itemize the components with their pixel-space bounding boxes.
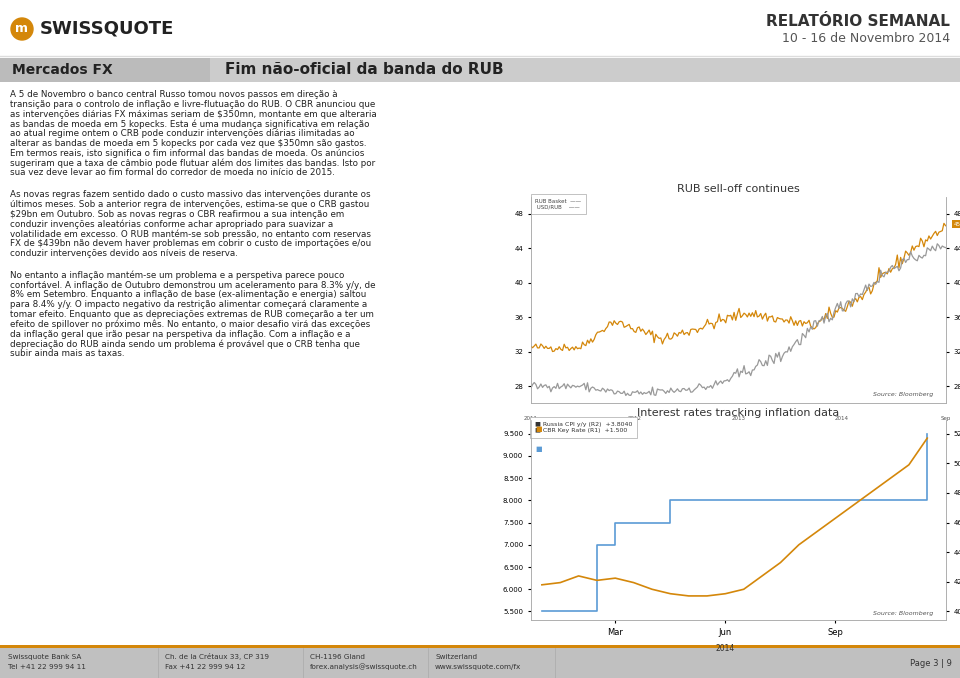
Text: SWISSQUOTE: SWISSQUOTE <box>40 20 175 38</box>
Text: Page 3 | 9: Page 3 | 9 <box>910 658 952 668</box>
Text: Fim não-oficial da banda do RUB: Fim não-oficial da banda do RUB <box>225 62 504 77</box>
Text: 2012: 2012 <box>628 416 641 421</box>
Text: Sep: Sep <box>941 416 950 421</box>
Text: 45.5440: 45.5440 <box>954 222 960 226</box>
Text: 2014: 2014 <box>716 644 735 654</box>
Text: No entanto a inflação mantém-se um problema e a perspetiva parece pouco: No entanto a inflação mantém-se um probl… <box>10 271 345 280</box>
Text: RELATÓRIO SEMANAL: RELATÓRIO SEMANAL <box>766 14 950 30</box>
Text: Source: Bloomberg: Source: Bloomberg <box>873 612 933 616</box>
Text: Tel +41 22 999 94 11: Tel +41 22 999 94 11 <box>8 664 85 670</box>
Text: as intervenções diárias FX máximas seriam de $350mn, montante em que alteraria: as intervenções diárias FX máximas seria… <box>10 110 376 119</box>
Text: As novas regras fazem sentido dado o custo massivo das intervenções durante os: As novas regras fazem sentido dado o cus… <box>10 191 371 199</box>
Text: forex.analysis@swissquote.ch: forex.analysis@swissquote.ch <box>310 664 418 671</box>
Circle shape <box>11 18 33 40</box>
Text: RUB Basket  ——
 USD/RUB    ——: RUB Basket —— USD/RUB —— <box>535 199 581 210</box>
Text: as bandas de moeda em 5 kopecks. Esta é uma mudança significativa em relação: as bandas de moeda em 5 kopecks. Esta é … <box>10 119 370 129</box>
Text: volatilidade em excesso. O RUB mantém-se sob pressão, no entanto com reservas: volatilidade em excesso. O RUB mantém-se… <box>10 229 371 239</box>
Text: para 8.4% y/y. O impacto negativo da restrição alimentar começará claramente a: para 8.4% y/y. O impacto negativo da res… <box>10 300 368 309</box>
Bar <box>0 645 960 648</box>
Title: Interest rates tracking inflation data: Interest rates tracking inflation data <box>637 408 839 418</box>
Text: Swissquote Bank SA: Swissquote Bank SA <box>8 654 82 660</box>
Text: últimos meses. Sob a anterior regra de intervenções, estima-se que o CRB gastou: últimos meses. Sob a anterior regra de i… <box>10 200 370 209</box>
Text: confortável. A inflação de Outubro demonstrou um aceleramento para 8.3% y/y, de: confortável. A inflação de Outubro demon… <box>10 281 375 290</box>
Bar <box>0 648 960 678</box>
Text: 2011: 2011 <box>524 416 538 421</box>
Text: m: m <box>15 22 29 35</box>
Text: tomar efeito. Enquanto que as depreciações extremas de RUB começarão a ter um: tomar efeito. Enquanto que as depreciaçõ… <box>10 310 373 319</box>
Text: A 5 de Novembro o banco central Russo tomou novos passos em direção à: A 5 de Novembro o banco central Russo to… <box>10 90 338 99</box>
Text: Fax +41 22 999 94 12: Fax +41 22 999 94 12 <box>165 664 246 670</box>
Text: ■: ■ <box>536 426 542 433</box>
Text: CH-1196 Gland: CH-1196 Gland <box>310 654 365 660</box>
Text: depreciação do RUB ainda sendo um problema é provável que o CRB tenha que: depreciação do RUB ainda sendo um proble… <box>10 340 360 349</box>
Bar <box>0 58 960 82</box>
Text: sugeriram que a taxa de câmbio pode flutuar além dos limites das bandas. Isto po: sugeriram que a taxa de câmbio pode flut… <box>10 159 375 168</box>
Text: subir ainda mais as taxas.: subir ainda mais as taxas. <box>10 349 125 358</box>
Text: da inflação geral que irão pesar na perspetiva da inflação. Com a inflação e a: da inflação geral que irão pesar na pers… <box>10 330 350 338</box>
Text: Ch. de la Crétaux 33, CP 319: Ch. de la Crétaux 33, CP 319 <box>165 654 269 660</box>
Text: alterar as bandas de moeda em 5 kopecks por cada vez que $350mn são gastos.: alterar as bandas de moeda em 5 kopecks … <box>10 139 367 148</box>
Text: 8% em Setembro. Enquanto a inflação de base (ex-alimentação e energia) saltou: 8% em Setembro. Enquanto a inflação de b… <box>10 290 367 300</box>
Text: sua vez deve levar ao fim formal do corredor de moeda no início de 2015.: sua vez deve levar ao fim formal do corr… <box>10 168 335 178</box>
Bar <box>0 58 210 82</box>
Text: ■ Russia CPI y/y (R2)  +3.8040
■ CBR Key Rate (R1)  +1.500: ■ Russia CPI y/y (R2) +3.8040 ■ CBR Key … <box>535 422 633 433</box>
Text: Source: Bloomberg: Source: Bloomberg <box>873 392 933 397</box>
Text: efeito de spillover no próximo mês. No entanto, o maior desafio virá das exceçõe: efeito de spillover no próximo mês. No e… <box>10 320 371 330</box>
Text: 2013: 2013 <box>732 416 745 421</box>
Text: Switzerland: Switzerland <box>435 654 477 660</box>
Text: Em termos reais, isto significa o fim informal das bandas de moeda. Os anúncios: Em termos reais, isto significa o fim in… <box>10 148 365 158</box>
Text: conduzir invenções aleatórias conforme achar apropriado para suavizar a: conduzir invenções aleatórias conforme a… <box>10 220 333 229</box>
Text: ■: ■ <box>536 446 542 452</box>
Text: 10 - 16 de Novembro 2014: 10 - 16 de Novembro 2014 <box>781 31 950 45</box>
Text: Mercados FX: Mercados FX <box>12 63 112 77</box>
Text: ao atual regime ontem o CRB pode conduzir intervenções diárias ilimitadas ao: ao atual regime ontem o CRB pode conduzi… <box>10 129 354 138</box>
Text: 2014: 2014 <box>835 416 849 421</box>
Title: RUB sell-off continues: RUB sell-off continues <box>677 184 800 195</box>
Text: transição para o controlo de inflação e livre-flutuação do RUB. O CBR anunciou q: transição para o controlo de inflação e … <box>10 100 375 108</box>
Text: www.swissquote.com/fx: www.swissquote.com/fx <box>435 664 521 670</box>
Text: FX de $439bn não devem haver problemas em cobrir o custo de importações e/ou: FX de $439bn não devem haver problemas e… <box>10 239 372 248</box>
Text: $29bn em Outubro. Sob as novas regras o CBR reafirmou a sua intenção em: $29bn em Outubro. Sob as novas regras o … <box>10 210 345 219</box>
Text: conduzir intervenções devido aos níveis de reserva.: conduzir intervenções devido aos níveis … <box>10 249 238 258</box>
